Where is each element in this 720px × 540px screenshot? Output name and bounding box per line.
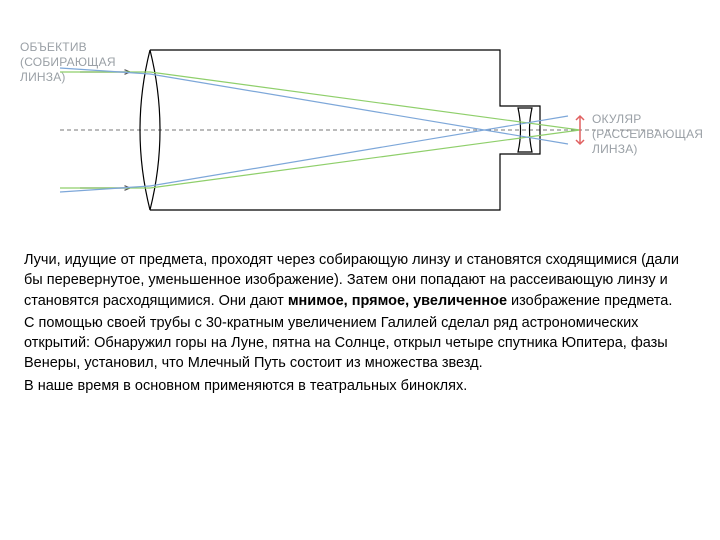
label-line: ЛИНЗА)	[20, 70, 116, 85]
paragraph-3: В наше время в основном применяются в те…	[24, 376, 696, 396]
objective-lens-label: ОБЪЕКТИВ (СОБИРАЮЩАЯ ЛИНЗА)	[20, 40, 116, 85]
label-line: ЛИНЗА)	[592, 142, 703, 157]
label-line: (СОБИРАЮЩАЯ	[20, 55, 116, 70]
telescope-diagram: ОБЪЕКТИВ (СОБИРАЮЩАЯ ЛИНЗА) ОКУЛЯР (РАСС…	[20, 10, 700, 240]
paragraph-2: С помощью своей трубы с 30-кратным увели…	[24, 313, 696, 374]
eyepiece-lens-label: ОКУЛЯР (РАССЕИВАЮЩАЯ ЛИНЗА)	[592, 112, 703, 157]
label-line: (РАССЕИВАЮЩАЯ	[592, 127, 703, 142]
p1-part-c: изображение предмета.	[507, 293, 672, 309]
label-line: ОКУЛЯР	[592, 112, 703, 127]
paragraph-1: Лучи, идущие от предмета, проходят через…	[24, 250, 696, 311]
slide-container: ОБЪЕКТИВ (СОБИРАЮЩАЯ ЛИНЗА) ОКУЛЯР (РАСС…	[0, 0, 720, 540]
label-line: ОБЪЕКТИВ	[20, 40, 116, 55]
p1-part-bold: мнимое, прямое, увеличенное	[288, 293, 507, 309]
explanation-text: Лучи, идущие от предмета, проходят через…	[24, 250, 696, 398]
